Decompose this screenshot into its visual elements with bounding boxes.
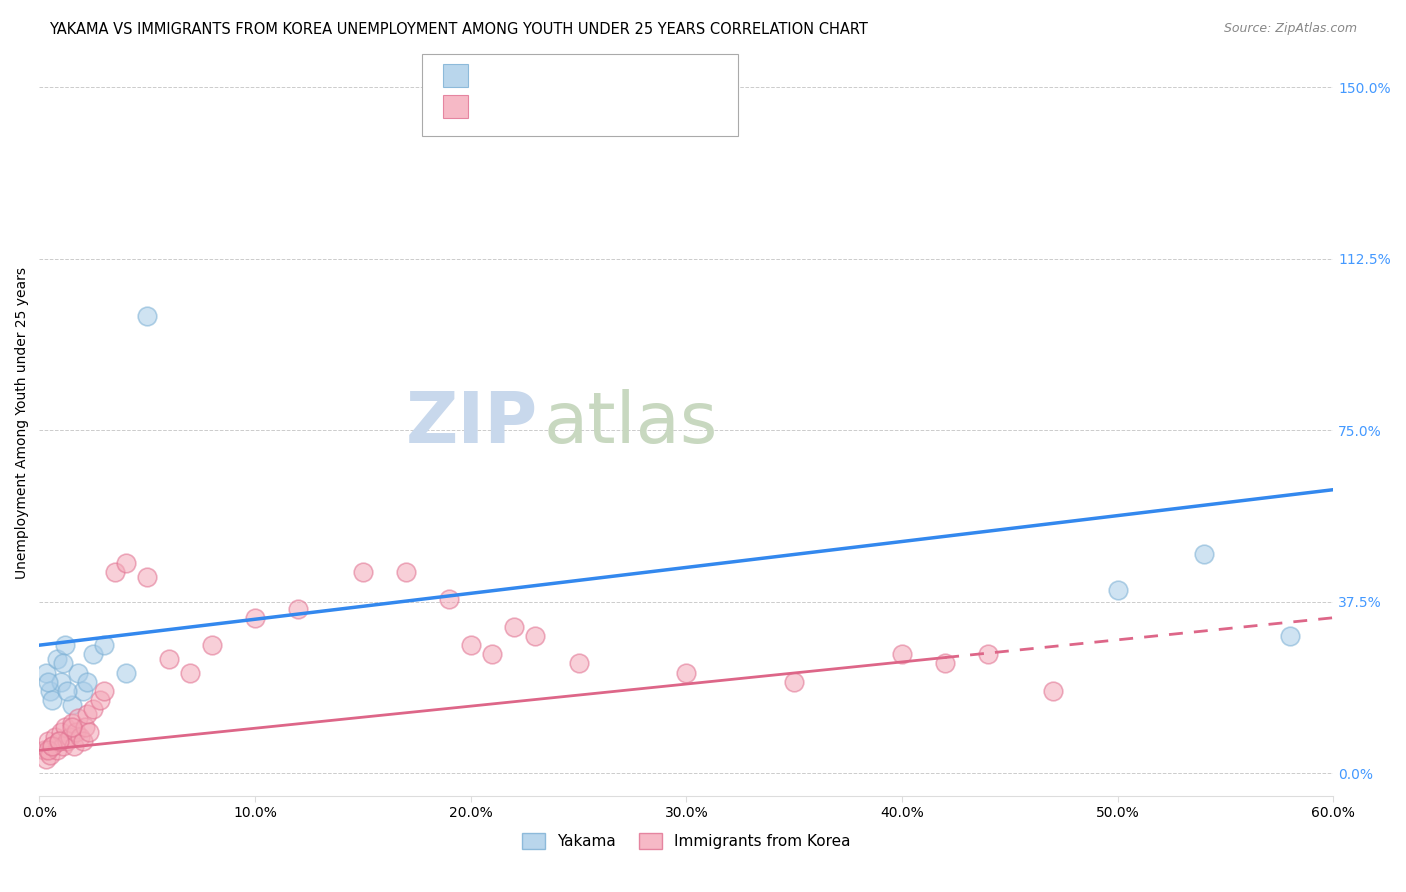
Point xyxy=(73,721,96,735)
Point xyxy=(53,638,76,652)
Point xyxy=(67,665,90,680)
Point xyxy=(460,638,482,652)
Y-axis label: Unemployment Among Youth under 25 years: Unemployment Among Youth under 25 years xyxy=(15,268,30,580)
Point xyxy=(77,725,100,739)
Point xyxy=(56,734,79,748)
Point xyxy=(76,706,98,721)
Point xyxy=(82,648,104,662)
Point xyxy=(1107,583,1129,598)
Point xyxy=(201,638,224,652)
Point xyxy=(48,734,70,748)
Point xyxy=(44,730,66,744)
Point xyxy=(41,739,63,753)
Point xyxy=(48,734,70,748)
Point xyxy=(568,657,591,671)
Point xyxy=(104,565,127,579)
Point xyxy=(502,620,524,634)
Point xyxy=(977,648,1000,662)
Point xyxy=(39,684,62,698)
Point xyxy=(41,739,63,753)
Point xyxy=(1279,629,1302,643)
Text: Source: ZipAtlas.com: Source: ZipAtlas.com xyxy=(1223,22,1357,36)
Point xyxy=(41,693,63,707)
Point xyxy=(157,652,180,666)
Point xyxy=(783,674,806,689)
Point xyxy=(60,698,83,712)
Point xyxy=(39,747,62,762)
Point xyxy=(437,592,460,607)
Point xyxy=(93,684,115,698)
Point xyxy=(63,739,86,753)
Point xyxy=(114,556,136,570)
Point xyxy=(60,715,83,730)
Text: ZIP: ZIP xyxy=(405,389,537,458)
Point xyxy=(82,702,104,716)
Point xyxy=(136,569,159,583)
Point xyxy=(1042,684,1064,698)
Point xyxy=(72,734,94,748)
Point xyxy=(35,665,58,680)
Point xyxy=(1192,547,1215,561)
Text: 0.313: 0.313 xyxy=(505,99,553,113)
Point xyxy=(60,721,83,735)
Text: R =: R = xyxy=(477,69,510,83)
Point xyxy=(53,721,76,735)
Point xyxy=(481,648,503,662)
Point xyxy=(891,648,914,662)
Point xyxy=(52,739,75,753)
Point xyxy=(37,743,59,757)
Point xyxy=(37,734,59,748)
Text: R =: R = xyxy=(477,99,510,113)
Point xyxy=(287,601,309,615)
Point xyxy=(352,565,374,579)
Point xyxy=(934,657,956,671)
Text: atlas: atlas xyxy=(544,389,718,458)
Point xyxy=(395,565,418,579)
Point xyxy=(32,743,55,757)
Point xyxy=(76,674,98,689)
Point xyxy=(114,665,136,680)
Point xyxy=(45,652,67,666)
Point xyxy=(243,611,266,625)
Point xyxy=(72,684,94,698)
Point xyxy=(49,674,72,689)
Point xyxy=(67,711,90,725)
Point xyxy=(69,730,91,744)
Point xyxy=(524,629,547,643)
Point xyxy=(52,657,75,671)
Point xyxy=(45,743,67,757)
Point xyxy=(35,752,58,766)
Point xyxy=(56,684,79,698)
Legend: Yakama, Immigrants from Korea: Yakama, Immigrants from Korea xyxy=(516,827,856,855)
Text: N =: N = xyxy=(554,99,598,113)
Point xyxy=(93,638,115,652)
Text: N =: N = xyxy=(554,69,598,83)
Text: 51: 51 xyxy=(592,99,613,113)
Text: 20: 20 xyxy=(592,69,613,83)
Point xyxy=(59,730,82,744)
Text: YAKAMA VS IMMIGRANTS FROM KOREA UNEMPLOYMENT AMONG YOUTH UNDER 25 YEARS CORRELAT: YAKAMA VS IMMIGRANTS FROM KOREA UNEMPLOY… xyxy=(49,22,868,37)
Point xyxy=(136,309,159,323)
Point xyxy=(89,693,111,707)
Point xyxy=(37,674,59,689)
Point xyxy=(675,665,697,680)
Text: 0.270: 0.270 xyxy=(505,69,553,83)
Point xyxy=(179,665,201,680)
Point xyxy=(49,725,72,739)
Point xyxy=(65,725,87,739)
